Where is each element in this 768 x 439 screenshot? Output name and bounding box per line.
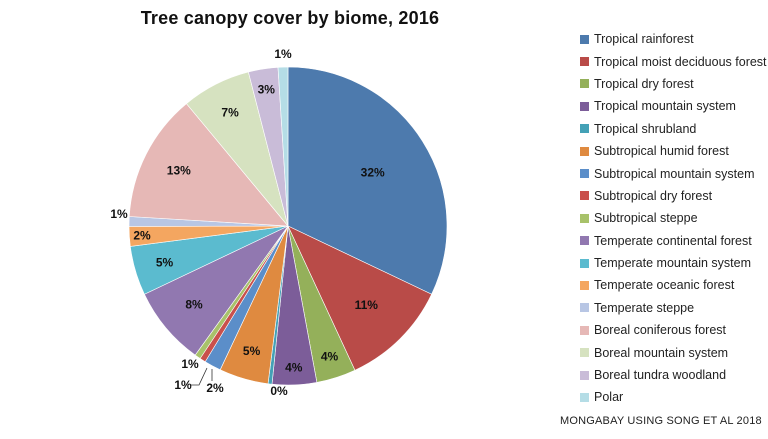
data-label: 1% <box>110 207 128 221</box>
legend-item: Subtropical mountain system <box>580 162 767 184</box>
data-label: 4% <box>321 349 339 363</box>
pie-slice-boreal-coniferous-forest <box>128 103 289 227</box>
legend-item: Boreal tundra woodland <box>580 364 767 386</box>
chart-legend: Tropical rainforest Tropical moist decidu… <box>580 28 767 409</box>
data-label: 0% <box>270 384 288 398</box>
legend-item: Tropical rainforest <box>580 28 767 50</box>
legend-label: Tropical mountain system <box>594 99 736 114</box>
data-label: 13% <box>167 164 191 178</box>
chart-title: Tree canopy cover by biome, 2016 <box>140 8 440 28</box>
legend-label: Tropical rainforest <box>594 32 694 47</box>
legend-label: Polar <box>594 390 624 405</box>
legend-label: Subtropical steppe <box>594 211 698 226</box>
legend-swatch <box>580 348 589 358</box>
legend-swatch <box>580 101 589 111</box>
data-label: 3% <box>258 82 276 96</box>
legend-swatch <box>580 191 589 201</box>
data-label: 7% <box>221 106 239 120</box>
pie-slice-tropical-rainforest <box>287 66 448 295</box>
legend-swatch <box>580 169 589 179</box>
legend-item: Subtropical humid forest <box>580 140 767 162</box>
legend-swatch <box>580 280 589 290</box>
pie-chart: 32% 11% 4% 4% 0% 5% 2% 1% 1% 8% 5% 2% 1% 13% 7% 3% 1% <box>110 47 448 398</box>
data-label: 1% <box>181 357 199 371</box>
leader-line <box>191 367 208 386</box>
legend-swatch <box>580 57 589 67</box>
legend-label: Tropical moist deciduous forest <box>594 54 767 69</box>
data-label: 5% <box>243 344 261 358</box>
legend-label: Temperate mountain system <box>594 256 752 271</box>
pie-slice-tropical-moist-deciduous-forest <box>287 225 432 371</box>
data-label: 4% <box>285 360 303 374</box>
legend-label: Temperate steppe <box>594 300 695 315</box>
source-note: MONGABAY USING SONG ET AL 2018 <box>560 415 762 427</box>
legend-swatch <box>580 124 589 134</box>
legend-label: Tropical dry forest <box>594 76 694 91</box>
legend-label: Subtropical dry forest <box>594 188 713 203</box>
legend-swatch <box>580 213 589 223</box>
legend-item: Temperate mountain system <box>580 252 767 274</box>
legend-swatch <box>580 392 589 402</box>
legend-swatch <box>580 236 589 246</box>
legend-item: Tropical mountain system <box>580 95 767 117</box>
legend-label: Boreal mountain system <box>594 345 729 360</box>
legend-swatch <box>580 79 589 89</box>
legend-swatch <box>580 303 589 313</box>
legend-item: Temperate oceanic forest <box>580 274 767 296</box>
legend-swatch <box>580 34 589 44</box>
legend-item: Boreal coniferous forest <box>580 319 767 341</box>
data-label: 2% <box>133 229 151 243</box>
data-label: 11% <box>355 298 379 312</box>
legend-label: Subtropical mountain system <box>594 166 755 181</box>
legend-item: Boreal mountain system <box>580 341 767 363</box>
legend-label: Boreal coniferous forest <box>594 323 727 338</box>
legend-item: Polar <box>580 386 767 408</box>
data-label: 1% <box>174 378 192 392</box>
legend-swatch <box>580 370 589 380</box>
legend-item: Tropical dry forest <box>580 73 767 95</box>
legend-label: Temperate oceanic forest <box>594 278 735 293</box>
legend-item: Tropical shrubland <box>580 118 767 140</box>
data-label: 2% <box>206 381 224 395</box>
data-label: 8% <box>185 298 203 312</box>
pie-slice-polar <box>277 66 289 227</box>
legend-swatch <box>580 258 589 268</box>
data-label: 5% <box>156 255 174 269</box>
legend-item: Temperate steppe <box>580 297 767 319</box>
legend-item: Temperate continental forest <box>580 230 767 252</box>
legend-item: Subtropical dry forest <box>580 185 767 207</box>
legend-item: Subtropical steppe <box>580 207 767 229</box>
legend-swatch <box>580 146 589 156</box>
legend-label: Subtropical humid forest <box>594 144 729 159</box>
legend-label: Boreal tundra woodland <box>594 368 727 383</box>
data-label: 1% <box>274 47 292 61</box>
legend-label: Temperate continental forest <box>594 233 752 248</box>
data-label: 32% <box>361 166 385 180</box>
legend-label: Tropical shrubland <box>594 121 697 136</box>
legend-swatch <box>580 325 589 335</box>
legend-item: Tropical moist deciduous forest <box>580 50 767 72</box>
